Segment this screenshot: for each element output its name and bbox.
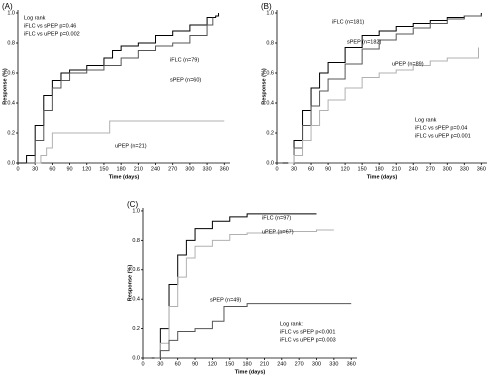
x-tick-label: 90 [192, 361, 198, 367]
x-axis-label: Time (days) [109, 174, 140, 180]
survival-curve [151, 213, 317, 359]
y-axis-label: Response (%) [261, 68, 267, 105]
x-tick-label: 360 [347, 361, 356, 367]
x-tick-label: 270 [295, 361, 304, 367]
curve-label: iFLC (n=181) [332, 19, 364, 25]
x-tick-label: 240 [409, 166, 418, 172]
y-tick-label: 0.4 [132, 297, 140, 303]
x-tick-label: 360 [477, 166, 486, 172]
survival-curve [154, 303, 352, 359]
y-tick-label: 1.0 [7, 10, 15, 16]
curve-label: uPEP (n=21) [115, 143, 147, 149]
annotation: iFLC vs sPEP p<0.001 [280, 329, 335, 335]
x-tick-label: 240 [277, 361, 286, 367]
annotation: iFLC vs sPEP p=0.04 [415, 125, 467, 131]
y-axis-label: Response (%) [127, 265, 133, 302]
y-axis-label: Response (%) [2, 68, 8, 105]
y-tick-label: 0.0 [266, 160, 274, 166]
curve-label: uPEP (n=89) [392, 61, 424, 67]
x-axis-label: Time (days) [235, 369, 266, 375]
x-tick-label: 150 [358, 166, 367, 172]
x-tick-label: 360 [220, 166, 229, 172]
survival-curve [26, 17, 214, 164]
y-tick-label: 0.8 [132, 238, 140, 244]
curve-label: iFLC (n=79) [170, 57, 199, 63]
x-tick-label: 60 [308, 166, 314, 172]
x-tick-label: 90 [67, 166, 73, 172]
survival-curve [288, 47, 479, 164]
annotation: iFLC vs uPEP p=0.001 [415, 133, 471, 139]
survival-curve [282, 13, 482, 164]
y-tick-label: 0.6 [266, 70, 274, 76]
y-tick-label: 1.0 [132, 208, 140, 214]
x-tick-label: 270 [426, 166, 435, 172]
x-tick-label: 30 [32, 166, 38, 172]
y-tick-label: 0.4 [266, 100, 274, 106]
y-tick-label: 0.6 [7, 70, 15, 76]
survival-curve [154, 229, 334, 359]
y-tick-label: 0.4 [7, 100, 15, 106]
x-tick-label: 120 [341, 166, 350, 172]
curve-label: uPEP (n=67) [262, 229, 294, 235]
survival-curve [35, 120, 225, 164]
x-tick-label: 60 [49, 166, 55, 172]
annotation: iFLC vs uPEP p=0.002 [24, 31, 80, 37]
survival-curve [18, 13, 220, 164]
y-tick-label: 0.0 [132, 355, 140, 361]
survival-curve [288, 14, 482, 164]
curve-label: sPEP (n=182) [347, 39, 381, 45]
y-tick-label: 0.2 [266, 130, 274, 136]
y-tick-label: 0.0 [7, 160, 15, 166]
x-tick-label: 300 [312, 361, 321, 367]
x-tick-label: 150 [99, 166, 108, 172]
curve-label: sPEP (n=60) [170, 77, 201, 83]
x-tick-label: 300 [443, 166, 452, 172]
x-tick-label: 210 [134, 166, 143, 172]
x-tick-label: 210 [260, 361, 269, 367]
x-tick-label: 180 [243, 361, 252, 367]
x-tick-label: 180 [117, 166, 126, 172]
y-tick-label: 0.2 [132, 326, 140, 332]
y-tick-label: 0.8 [266, 40, 274, 46]
annotation: iFLC vs sPEP p=0.46 [24, 23, 76, 29]
annotation: iFLC vs uPEP p=0.003 [280, 337, 336, 343]
x-tick-label: 210 [392, 166, 401, 172]
x-tick-label: 120 [82, 166, 91, 172]
curve-label: iFLC (n=97) [262, 215, 291, 221]
y-tick-label: 0.6 [132, 267, 140, 273]
annotation: Log rank: [280, 321, 303, 327]
panel-label: (A) [2, 2, 13, 11]
annotation: Log rank [24, 15, 46, 21]
x-tick-label: 330 [460, 166, 469, 172]
annotation: Log rank [415, 117, 437, 123]
x-tick-label: 330 [202, 166, 211, 172]
panel-label: (B) [261, 2, 272, 11]
x-tick-label: 150 [225, 361, 234, 367]
x-tick-label: 120 [208, 361, 217, 367]
x-tick-label: 0 [275, 166, 278, 172]
x-tick-label: 240 [151, 166, 160, 172]
y-tick-label: 1.0 [266, 10, 274, 16]
x-tick-label: 300 [185, 166, 194, 172]
x-tick-label: 180 [375, 166, 384, 172]
curve-label: sPEP (n=49) [210, 297, 241, 303]
y-tick-label: 0.8 [7, 40, 15, 46]
x-tick-label: 0 [16, 166, 19, 172]
x-tick-label: 90 [325, 166, 331, 172]
y-tick-label: 0.2 [7, 130, 15, 136]
x-tick-label: 270 [168, 166, 177, 172]
x-axis-label: Time (days) [367, 174, 398, 180]
x-tick-label: 60 [175, 361, 181, 367]
x-tick-label: 330 [329, 361, 338, 367]
x-tick-label: 30 [157, 361, 163, 367]
x-tick-label: 0 [141, 361, 144, 367]
panel-label: (C) [127, 200, 138, 209]
x-tick-label: 30 [291, 166, 297, 172]
